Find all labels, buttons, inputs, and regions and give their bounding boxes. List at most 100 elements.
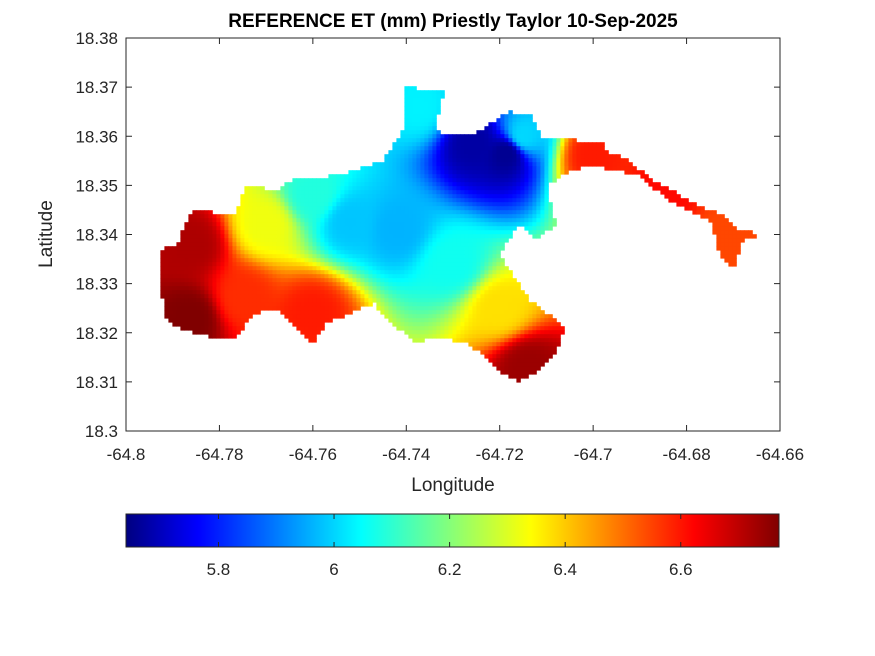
- et-cell: [160, 258, 165, 263]
- et-cell: [416, 158, 421, 163]
- et-cell: [236, 322, 241, 327]
- et-cell: [368, 222, 373, 227]
- et-cell: [272, 190, 277, 195]
- et-cell: [404, 266, 409, 271]
- et-cell: [364, 250, 369, 255]
- et-cell: [480, 326, 485, 331]
- et-cell: [480, 222, 485, 227]
- et-cell: [508, 142, 513, 147]
- et-cell: [428, 302, 433, 307]
- et-cell: [296, 266, 301, 271]
- et-cell: [656, 182, 661, 187]
- et-cell: [288, 206, 293, 211]
- et-cell: [520, 170, 525, 175]
- et-cell: [536, 322, 541, 327]
- et-cell: [484, 298, 489, 303]
- et-cell: [168, 246, 173, 251]
- et-cell: [556, 174, 561, 179]
- et-cell: [448, 146, 453, 151]
- et-cell: [468, 246, 473, 251]
- et-cell: [504, 190, 509, 195]
- et-cell: [452, 266, 457, 271]
- et-cell: [436, 194, 441, 199]
- et-cell: [176, 266, 181, 271]
- et-cell: [416, 122, 421, 127]
- et-cell: [496, 186, 501, 191]
- et-cell: [252, 298, 257, 303]
- et-cell: [288, 286, 293, 291]
- et-cell: [348, 290, 353, 295]
- et-cell: [448, 302, 453, 307]
- et-cell: [712, 230, 717, 235]
- et-cell: [340, 290, 345, 295]
- et-cell: [520, 190, 525, 195]
- et-cell: [548, 218, 553, 223]
- et-cell: [240, 278, 245, 283]
- et-cell: [284, 302, 289, 307]
- et-cell: [524, 130, 529, 135]
- et-cell: [384, 314, 389, 319]
- et-cell: [492, 182, 497, 187]
- et-cell: [408, 222, 413, 227]
- et-cell: [544, 338, 549, 343]
- et-cell: [264, 246, 269, 251]
- et-cell: [444, 154, 449, 159]
- et-cell: [516, 138, 521, 143]
- et-cell: [540, 326, 545, 331]
- et-cell: [428, 282, 433, 287]
- et-cell: [516, 310, 521, 315]
- et-cell: [312, 322, 317, 327]
- et-cell: [604, 150, 609, 155]
- et-cell: [440, 258, 445, 263]
- et-cell: [488, 138, 493, 143]
- et-cell: [272, 270, 277, 275]
- et-cell: [460, 158, 465, 163]
- et-cell: [468, 210, 473, 215]
- et-cell: [264, 198, 269, 203]
- et-cell: [216, 326, 221, 331]
- et-cell: [476, 314, 481, 319]
- et-cell: [296, 214, 301, 219]
- et-cell: [472, 142, 477, 147]
- et-cell: [416, 282, 421, 287]
- et-cell: [608, 154, 613, 159]
- et-cell: [412, 90, 417, 95]
- et-cell: [444, 134, 449, 139]
- et-cell: [272, 294, 277, 299]
- et-cell: [228, 306, 233, 311]
- et-cell: [324, 246, 329, 251]
- et-cell: [296, 206, 301, 211]
- et-cell: [488, 174, 493, 179]
- et-cell: [308, 226, 313, 231]
- et-cell: [428, 162, 433, 167]
- et-cell: [188, 298, 193, 303]
- et-cell: [224, 306, 229, 311]
- et-cell: [312, 246, 317, 251]
- et-cell: [556, 146, 561, 151]
- et-cell: [400, 238, 405, 243]
- et-cell: [196, 326, 201, 331]
- et-cell: [508, 170, 513, 175]
- et-cell: [404, 230, 409, 235]
- et-cell: [500, 142, 505, 147]
- et-cell: [468, 334, 473, 339]
- et-cell: [440, 226, 445, 231]
- et-cell: [460, 258, 465, 263]
- et-cell: [376, 258, 381, 263]
- et-cell: [464, 134, 469, 139]
- et-cell: [508, 226, 513, 231]
- et-cell: [536, 218, 541, 223]
- et-cell: [392, 150, 397, 155]
- et-cell: [424, 278, 429, 283]
- et-cell: [216, 334, 221, 339]
- et-cell: [360, 218, 365, 223]
- et-cell: [508, 342, 513, 347]
- et-cell: [284, 250, 289, 255]
- et-cell: [180, 286, 185, 291]
- et-cell: [436, 302, 441, 307]
- et-cell: [440, 230, 445, 235]
- et-cell: [480, 166, 485, 171]
- et-cell: [624, 170, 629, 175]
- et-cell: [480, 238, 485, 243]
- et-cell: [208, 294, 213, 299]
